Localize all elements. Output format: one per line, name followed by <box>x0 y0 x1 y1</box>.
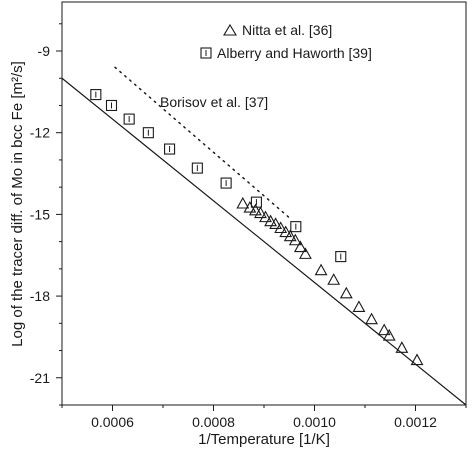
x-tick-label: 0.0010 <box>293 414 336 430</box>
nitta-triangle-marker <box>248 203 262 216</box>
x-axis-label: 1/Temperature [1/K] <box>198 431 330 448</box>
y-tick-label: -18 <box>30 288 50 304</box>
nitta-triangle-marker <box>279 225 293 238</box>
alberry-square-marker <box>142 127 154 139</box>
y-tick-label: -15 <box>30 206 50 222</box>
nitta-triangle-marker <box>236 196 250 209</box>
legend-triangle-marker <box>223 23 237 36</box>
nitta-triangle-marker <box>314 263 328 276</box>
nitta-triangle-marker <box>254 206 267 219</box>
nitta-triangle-marker <box>274 221 288 234</box>
y-tick-label: -9 <box>38 43 51 59</box>
nitta-triangle-marker <box>293 240 307 253</box>
alberry-square-marker <box>220 177 232 189</box>
alberry-square-marker <box>250 196 262 208</box>
nitta-triangle-marker <box>298 247 312 259</box>
nitta-triangle-marker <box>269 217 283 229</box>
alberry-square-marker <box>90 89 102 101</box>
nitta-triangle-marker <box>382 328 396 341</box>
nitta-triangle-marker <box>327 273 341 285</box>
legend: Nitta et al. [36] Alberry and Haworth [3… <box>200 22 372 61</box>
nitta-triangle-marker <box>259 210 272 223</box>
alberry-square-marker <box>164 143 176 155</box>
alberry-square-marker <box>123 113 135 125</box>
y-tick-label: -21 <box>30 370 50 386</box>
nitta-triangle-marker <box>264 214 277 227</box>
alberry-square-marker <box>335 251 347 263</box>
nitta-triangle-marker <box>283 229 297 242</box>
nitta-triangle-marker <box>395 341 409 353</box>
y-tick-label: -12 <box>30 125 50 141</box>
legend-label-nitta: Nitta et al. [36] <box>242 22 332 38</box>
plot-frame <box>61 1 467 406</box>
x-tick-label: 0.0006 <box>91 414 134 430</box>
nitta-triangle-marker <box>410 353 424 366</box>
nitta-triangle-marker <box>377 323 391 336</box>
alberry-square-marker <box>290 221 302 233</box>
alberry-square-marker <box>191 162 203 174</box>
x-tick-label: 0.0012 <box>394 414 437 430</box>
alberry-square-marker <box>105 99 118 112</box>
annotation-borisov: Borisov et al. [37] <box>160 94 268 110</box>
data-markers <box>90 89 424 366</box>
nitta-triangle-marker <box>288 233 302 246</box>
legend-square-marker <box>200 47 212 59</box>
nitta-triangle-marker <box>339 286 353 299</box>
fit-line <box>61 77 467 406</box>
borisov-dotted-line <box>114 66 293 221</box>
x-axis: 0.0006 0.0008 0.0010 0.0012 <box>61 405 467 430</box>
nitta-triangle-marker <box>365 312 378 325</box>
y-axis: -9 -12 -15 -18 -21 <box>30 23 62 406</box>
legend-label-alberry: Alberry and Haworth [39] <box>217 45 372 61</box>
y-axis-label: Log of the tracer diff. of Mo in bcc Fe … <box>9 61 26 347</box>
x-tick-label: 0.0008 <box>192 414 235 430</box>
nitta-triangle-marker <box>352 300 366 313</box>
